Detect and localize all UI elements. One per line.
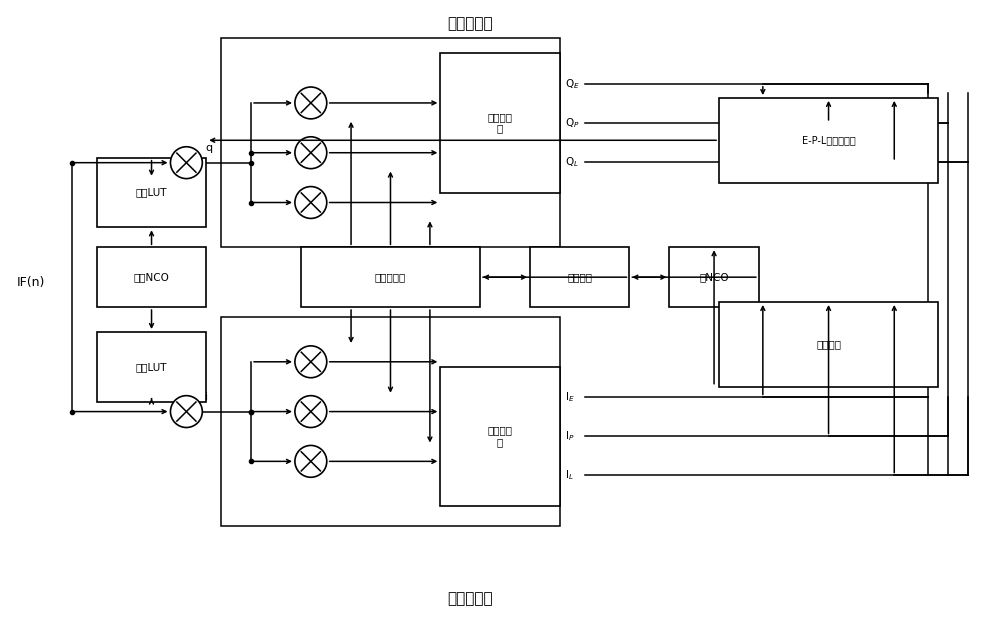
Bar (221, 317, 560, 526)
Text: IF(n): IF(n) (17, 276, 46, 289)
Bar (440, 367, 560, 506)
Text: Q$_E$: Q$_E$ (565, 77, 580, 91)
Bar (301, 247, 480, 307)
Text: 积分和清
零: 积分和清 零 (488, 112, 512, 133)
Text: I$_L$: I$_L$ (565, 468, 573, 482)
Text: 码鉴相器: 码鉴相器 (816, 339, 841, 349)
Text: Q$_P$: Q$_P$ (565, 116, 579, 130)
Bar (669, 247, 759, 307)
Bar (719, 302, 938, 387)
Bar (97, 247, 206, 307)
Text: q: q (205, 143, 212, 153)
Text: 载波NCO: 载波NCO (134, 272, 169, 282)
Text: I$_P$: I$_P$ (565, 430, 574, 444)
Text: 码NCO: 码NCO (699, 272, 729, 282)
Circle shape (295, 396, 327, 427)
Text: i: i (205, 392, 208, 401)
Circle shape (295, 446, 327, 477)
Text: 移位寄存器: 移位寄存器 (375, 272, 406, 282)
Text: 积分和清
零: 积分和清 零 (488, 426, 512, 447)
Bar (221, 38, 560, 247)
Circle shape (295, 87, 327, 119)
Bar (719, 98, 938, 183)
Bar (440, 53, 560, 193)
Text: 第二相关器: 第二相关器 (447, 592, 493, 606)
Text: Q$_L$: Q$_L$ (565, 155, 579, 169)
Bar (530, 247, 629, 307)
Circle shape (295, 346, 327, 378)
Text: 余弦LUT: 余弦LUT (136, 362, 167, 372)
Text: 正弦LUT: 正弦LUT (136, 188, 167, 198)
Text: I$_E$: I$_E$ (565, 391, 574, 404)
Text: 码发生器: 码发生器 (567, 272, 592, 282)
Circle shape (295, 186, 327, 219)
Bar (97, 158, 206, 228)
Text: E-P-L载波鉴相器: E-P-L载波鉴相器 (802, 135, 855, 145)
Circle shape (170, 396, 202, 427)
Text: 第一相关器: 第一相关器 (447, 16, 493, 31)
Circle shape (170, 147, 202, 179)
Bar (97, 332, 206, 401)
Circle shape (295, 137, 327, 169)
